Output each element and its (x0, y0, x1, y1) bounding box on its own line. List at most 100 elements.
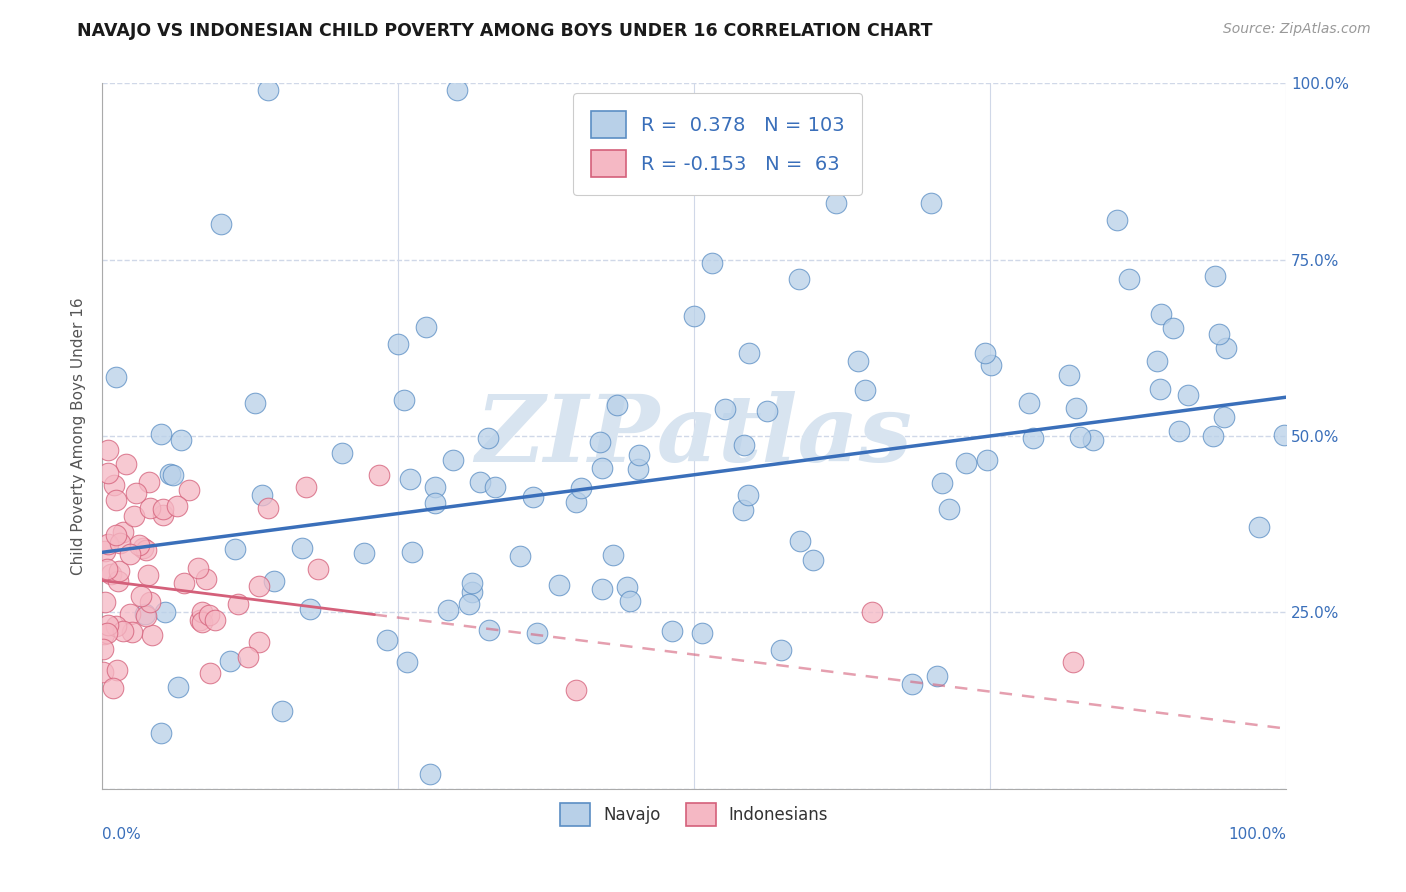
Point (247, 579, 270, 593)
Point (477, 431, 499, 445)
Point (619, 594, 641, 608)
Point (931, 476, 953, 491)
Point (396, 655, 419, 669)
Point (398, 472, 420, 486)
Point (91, 642, 114, 657)
Point (190, 606, 212, 620)
Point (737, 488, 759, 502)
Point (860, 605, 883, 619)
Point (198, 666, 221, 681)
Point (1107, 213, 1129, 227)
Point (457, 597, 479, 611)
Point (134, 607, 156, 621)
Point (204, 613, 226, 627)
Point (122, 508, 145, 523)
Point (97, 617, 120, 632)
Point (825, 196, 848, 211)
Point (187, 560, 209, 574)
Point (484, 480, 506, 494)
Point (103, 478, 125, 492)
Point (478, 624, 501, 638)
Point (1208, 326, 1230, 341)
Point (299, 602, 322, 616)
Point (661, 624, 683, 638)
Point (1022, 431, 1045, 445)
Point (141, 628, 163, 642)
Point (96, 562, 118, 576)
Point (120, 607, 142, 622)
Point (387, 337, 409, 351)
Point (93, 626, 115, 640)
Point (1161, 321, 1184, 335)
Point (125, 486, 148, 500)
Point (1272, 427, 1295, 442)
Point (1066, 401, 1088, 415)
Point (97, 536, 120, 550)
Point (1081, 434, 1104, 448)
Point (419, 767, 441, 781)
Point (224, 542, 246, 557)
Point (188, 614, 211, 628)
Point (152, 502, 174, 516)
Point (138, 568, 160, 582)
Point (111, 624, 134, 638)
Point (1062, 655, 1084, 669)
Point (461, 585, 484, 599)
Point (135, 609, 157, 624)
Text: 100.0%: 100.0% (1227, 827, 1286, 842)
Point (606, 398, 628, 412)
Point (589, 435, 612, 450)
Point (129, 590, 152, 604)
Point (789, 533, 811, 548)
Point (1118, 272, 1140, 286)
Point (769, 643, 792, 657)
Point (94, 543, 117, 558)
Point (955, 456, 977, 470)
Legend: Navajo, Indonesians: Navajo, Indonesians (553, 797, 835, 833)
Point (437, 603, 460, 617)
Point (1018, 396, 1040, 410)
Point (591, 582, 613, 596)
Point (1146, 353, 1168, 368)
Point (105, 492, 128, 507)
Point (149, 427, 172, 442)
Point (423, 480, 446, 494)
Point (121, 625, 143, 640)
Text: ZIPatlas: ZIPatlas (475, 391, 912, 481)
Point (1212, 410, 1234, 425)
Point (173, 576, 195, 591)
Point (973, 345, 995, 359)
Point (218, 654, 240, 668)
Point (97, 443, 120, 458)
Point (263, 574, 285, 588)
Point (139, 501, 162, 516)
Point (415, 320, 437, 334)
Point (179, 483, 201, 497)
Point (138, 475, 160, 489)
Point (166, 681, 188, 695)
Point (104, 528, 127, 542)
Point (976, 452, 998, 467)
Point (105, 663, 128, 677)
Point (1247, 520, 1270, 534)
Point (690, 625, 713, 640)
Point (801, 553, 824, 567)
Point (901, 677, 924, 691)
Point (291, 541, 314, 556)
Point (91, 665, 114, 679)
Point (846, 354, 869, 368)
Point (195, 572, 218, 586)
Point (153, 605, 176, 619)
Point (191, 615, 214, 629)
Point (166, 500, 188, 514)
Point (367, 467, 389, 482)
Point (120, 547, 142, 561)
Point (738, 345, 761, 359)
Point (569, 481, 592, 495)
Point (198, 608, 221, 623)
Point (245, 396, 267, 410)
Text: 0.0%: 0.0% (103, 827, 141, 842)
Point (1215, 341, 1237, 355)
Point (271, 705, 294, 719)
Point (247, 634, 270, 648)
